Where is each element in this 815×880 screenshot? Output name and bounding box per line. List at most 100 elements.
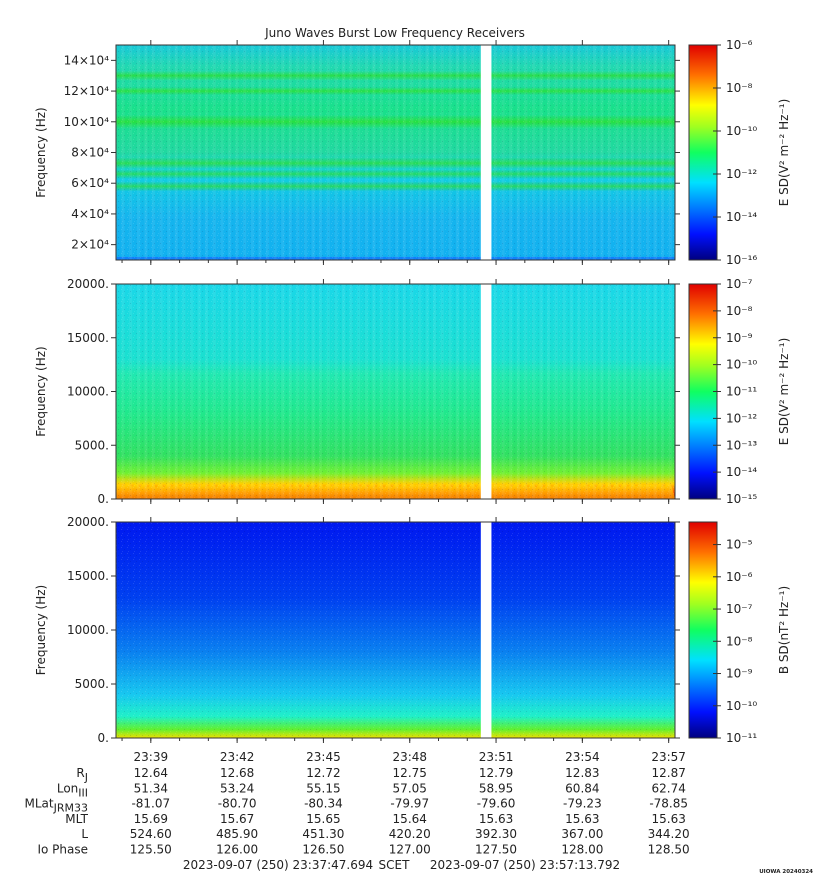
ephemeris-value: 60.84 <box>565 781 599 795</box>
y-tick-label: 20000. <box>67 277 109 291</box>
ephemeris-value: -79.23 <box>563 797 602 811</box>
colorbar-tick-label: 10⁻⁸ <box>726 81 753 95</box>
ephemeris-row-label: RJ <box>76 766 88 784</box>
data-gap <box>480 521 492 739</box>
ephemeris-value: 485.90 <box>216 827 258 841</box>
y-tick-label: 15000. <box>67 569 109 583</box>
ephemeris-value: 128.00 <box>561 843 603 857</box>
footer: 2023-09-07 (250) 23:37:47.694 SCET 2023-… <box>183 858 813 875</box>
chart-title: Juno Waves Burst Low Frequency Receivers <box>264 26 525 40</box>
y-tick-label: 14×10⁴ <box>64 53 110 67</box>
ephemeris-value: -78.85 <box>649 797 688 811</box>
colorbar-tick-label: 10⁻⁹ <box>726 331 753 345</box>
ephemeris-value: 15.63 <box>565 812 599 826</box>
y-tick-label: 0. <box>98 492 109 506</box>
noise-texture <box>116 284 675 499</box>
ephemeris-value: 12.75 <box>393 766 427 780</box>
ephemeris-value: -80.70 <box>218 797 257 811</box>
colorbar-tick-label: 10⁻⁵ <box>726 538 753 552</box>
y-tick-label: 5000. <box>75 438 109 452</box>
time-tick-label: 23:51 <box>479 750 514 764</box>
colorbar-tick-label: 10⁻⁷ <box>726 602 753 616</box>
spectrogram-panel-3: 0. 5000. 10000. 15000. 20000. Frequency (Hz) 1… <box>34 515 791 745</box>
ephemeris-value: -79.60 <box>477 797 516 811</box>
y-tick-label: 20000. <box>67 515 109 529</box>
y-tick-label: 15000. <box>67 331 109 345</box>
time-axis: 23:39 23:42 23:45 23:48 23:51 23:54 23:57 <box>134 750 686 764</box>
y-tick-label: 10000. <box>67 623 109 637</box>
ephemeris-value: 15.67 <box>220 812 254 826</box>
time-tick-label: 23:39 <box>134 750 169 764</box>
y-tick-label: 10000. <box>67 385 109 399</box>
y-tick-label: 0. <box>98 731 109 745</box>
ephemeris-value: 126.00 <box>216 843 258 857</box>
colorbar-tick-label: 10⁻¹⁴ <box>726 465 757 479</box>
panels: 2×10⁴ 4×10⁴ 6×10⁴ 8×10⁴ 10×10⁴ 12×10⁴ 14×10⁴ Fr… <box>34 38 791 745</box>
colorbar-tick-label: 10⁻¹¹ <box>726 731 757 745</box>
ephemeris-value: 12.79 <box>479 766 513 780</box>
y-axis-label: Frequency (Hz) <box>34 107 48 198</box>
ephemeris-value: 55.15 <box>306 781 340 795</box>
colorbar-tick-label: 10⁻⁹ <box>726 667 753 681</box>
ephemeris-row-label: L <box>81 827 88 841</box>
ephemeris-row-label: MLatJRM33 <box>25 797 88 815</box>
data-gap <box>480 283 492 500</box>
footer-credit: UIOWA 20240324 <box>759 869 813 875</box>
footer-end-time: 2023-09-07 (250) 23:57:13.792 <box>430 858 620 872</box>
colorbar: 10⁻¹⁶ 10⁻¹⁴ 10⁻¹² 10⁻¹⁰ 10⁻⁸ 10⁻⁶ E SD(V² m⁻² … <box>688 38 791 267</box>
ephemeris-value: 15.69 <box>134 812 168 826</box>
ephemeris-value: -81.07 <box>131 797 170 811</box>
colorbar-tick-label: 10⁻⁶ <box>726 570 753 584</box>
ephemeris-row-label: LonIII <box>57 781 88 799</box>
ephemeris-value: 51.34 <box>134 781 168 795</box>
colorbar: 10⁻¹¹ 10⁻¹⁰ 10⁻⁹ 10⁻⁸ 10⁻⁷ 10⁻⁶ 10⁻⁵ B SD(nT² H… <box>688 521 791 745</box>
ephemeris-value: 12.68 <box>220 766 254 780</box>
noise-texture <box>116 522 675 738</box>
y-tick-label: 4×10⁴ <box>71 207 109 221</box>
ephemeris-value: 53.24 <box>220 781 254 795</box>
ephemeris-value: 128.50 <box>648 843 690 857</box>
colorbar-tick-label: 10⁻⁸ <box>726 634 753 648</box>
ephemeris-value: 392.30 <box>475 827 517 841</box>
ephemeris-value: 15.64 <box>393 812 427 826</box>
colorbar-tick-label: 10⁻¹⁰ <box>726 124 757 138</box>
time-tick-label: 23:42 <box>220 750 255 764</box>
ephemeris-value: 367.00 <box>561 827 603 841</box>
ephemeris-value: -80.34 <box>304 797 343 811</box>
footer-start-time: 2023-09-07 (250) 23:37:47.694 <box>183 858 373 872</box>
ephemeris-value: 15.65 <box>306 812 340 826</box>
ephemeris-value: 58.95 <box>479 781 513 795</box>
y-tick-label: 2×10⁴ <box>71 238 109 252</box>
y-tick-label: 8×10⁴ <box>71 146 109 160</box>
ephemeris-value: 126.50 <box>302 843 344 857</box>
time-tick-label: 23:45 <box>306 750 341 764</box>
ephemeris-value: 12.83 <box>565 766 599 780</box>
data-gap <box>480 44 492 261</box>
footer-scet-label: SCET <box>379 858 411 872</box>
colorbar-tick-label: 10⁻¹² <box>726 167 757 181</box>
y-tick-label: 5000. <box>75 677 109 691</box>
ephemeris-value: -79.97 <box>390 797 429 811</box>
ephemeris-value: 12.64 <box>134 766 168 780</box>
colorbar-tick-label: 10⁻¹³ <box>726 438 757 452</box>
y-tick-label: 6×10⁴ <box>71 176 109 190</box>
y-axis-label: Frequency (Hz) <box>34 585 48 676</box>
ephemeris-value: 127.00 <box>389 843 431 857</box>
colorbar-tick-label: 10⁻¹² <box>726 411 757 425</box>
spectrogram-panel-2: 0. 5000. 10000. 15000. 20000. Frequency (Hz) 1… <box>34 277 791 506</box>
colorbar-tick-label: 10⁻¹⁶ <box>726 253 757 267</box>
y-tick-label: 10×10⁴ <box>64 115 110 129</box>
colorbar-scale <box>688 521 718 739</box>
ephemeris-value: 12.72 <box>306 766 340 780</box>
colorbar-scale <box>688 283 718 500</box>
colorbar-tick-label: 10⁻⁶ <box>726 38 753 52</box>
y-axis-label: Frequency (Hz) <box>34 346 48 437</box>
ephemeris-value: 62.74 <box>651 781 685 795</box>
colorbar-tick-label: 10⁻¹¹ <box>726 385 757 399</box>
ephemeris-row-label: MLT <box>65 812 88 826</box>
ephemeris-value: 420.20 <box>389 827 431 841</box>
ephemeris-row-label: Io Phase <box>37 843 88 857</box>
time-tick-label: 23:48 <box>392 750 427 764</box>
colorbar-tick-label: 10⁻¹⁴ <box>726 210 757 224</box>
